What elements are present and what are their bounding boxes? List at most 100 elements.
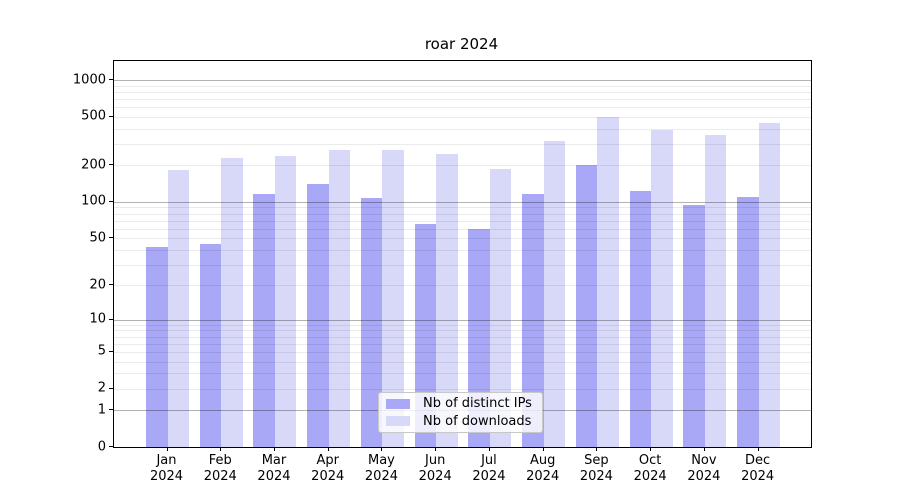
legend: Nb of distinct IPs Nb of downloads: [378, 392, 543, 433]
x-tick-label-aug: Aug 2024: [526, 453, 559, 485]
month-name: Mar: [261, 453, 287, 468]
month-name: Jul: [481, 453, 497, 468]
legend-label: Nb of distinct IPs: [423, 396, 532, 412]
month-year: 2024: [633, 469, 667, 484]
month-year: 2024: [257, 469, 291, 484]
month-name: Feb: [208, 453, 232, 468]
y-tick-mark-50: [109, 237, 113, 239]
x-tick-label-jan: Jan 2024: [150, 453, 183, 485]
x-tick-mark-apr: [327, 447, 329, 451]
x-tick-label-apr: Apr 2024: [311, 453, 344, 485]
bar-downloads-feb: [221, 157, 243, 447]
y-tick-label-10: 10: [89, 311, 106, 327]
x-tick-mark-sep: [596, 447, 598, 451]
y-tick-label-100: 100: [81, 193, 106, 209]
bar-downloads-sep: [597, 116, 619, 447]
x-tick-mark-oct: [650, 447, 652, 451]
chart-title: roar 2024: [424, 35, 499, 53]
y-tick-label-1000: 1000: [72, 72, 106, 88]
bar-downloads-jun: [436, 153, 458, 447]
bar-downloads-aug: [543, 141, 566, 447]
x-tick-label-may: May 2024: [365, 453, 398, 485]
month-year: 2024: [364, 469, 398, 484]
bar-downloads-oct: [651, 129, 673, 447]
plot-area: [113, 60, 812, 448]
y-tick-mark-0: [109, 446, 113, 447]
y-tick-label-5: 5: [97, 343, 106, 359]
y-tick-mark-20: [109, 284, 113, 286]
bar-downloads-mar: [274, 156, 297, 447]
y-tick-mark-10: [109, 318, 113, 320]
month-year: 2024: [149, 469, 184, 484]
x-tick-label-mar: Mar 2024: [257, 453, 290, 485]
month-name: Apr: [316, 453, 339, 468]
legend-item-downloads: Nb of downloads: [386, 413, 535, 431]
bar-downloads-may: [382, 149, 404, 447]
bar-ips-apr: [307, 184, 329, 447]
y-tick-label-50: 50: [89, 230, 106, 246]
bars-layer: [114, 61, 811, 447]
bar-ips-may: [360, 197, 383, 447]
y-tick-label-2: 2: [97, 380, 106, 396]
month-name: May: [368, 453, 395, 468]
x-tick-label-jun: Jun 2024: [419, 453, 452, 485]
bar-ips-nov: [683, 204, 705, 447]
bar-ips-jun: [414, 224, 437, 447]
bar-ips-aug: [522, 193, 544, 447]
legend-label: Nb of downloads: [423, 413, 532, 429]
bar-downloads-jan: [167, 170, 189, 447]
x-tick-mark-aug: [542, 447, 544, 451]
x-tick-mark-nov: [703, 447, 705, 451]
month-year: 2024: [526, 469, 560, 484]
bar-ips-mar: [253, 193, 275, 447]
legend-swatch: [386, 398, 410, 409]
bar-downloads-jul: [489, 168, 512, 447]
y-tick-mark-5: [109, 350, 113, 352]
month-name: Sep: [584, 453, 609, 468]
legend-swatch: [386, 416, 410, 427]
x-tick-mark-dec: [757, 447, 759, 451]
month-year: 2024: [687, 469, 721, 484]
x-tick-label-oct: Oct 2024: [634, 453, 667, 485]
bar-downloads-dec: [758, 122, 781, 447]
month-name: Oct: [638, 453, 662, 468]
y-tick-label-500: 500: [81, 108, 106, 124]
bar-ips-jan: [146, 247, 168, 447]
month-name: Jun: [425, 453, 446, 468]
y-tick-label-1: 1: [97, 402, 106, 418]
y-tick-mark-500: [109, 115, 113, 117]
month-year: 2024: [472, 469, 506, 484]
x-tick-label-feb: Feb 2024: [204, 453, 237, 485]
x-tick-label-nov: Nov 2024: [687, 453, 720, 485]
x-tick-mark-mar: [273, 447, 275, 451]
x-tick-label-jul: Jul 2024: [472, 453, 505, 485]
month-year: 2024: [311, 469, 345, 484]
legend-item-distinct-ips: Nb of distinct IPs: [386, 395, 535, 413]
x-tick-mark-jul: [488, 447, 490, 451]
x-tick-label-dec: Dec 2024: [741, 453, 774, 485]
bar-ips-feb: [199, 243, 222, 447]
bar-ips-sep: [575, 165, 598, 447]
y-tick-mark-1000: [109, 79, 113, 81]
month-year: 2024: [579, 469, 613, 484]
x-tick-mark-feb: [220, 447, 222, 451]
y-tick-label-20: 20: [89, 277, 106, 293]
month-name: Aug: [529, 453, 556, 468]
x-tick-label-sep: Sep 2024: [580, 453, 613, 485]
month-name: Dec: [745, 453, 771, 468]
bar-downloads-apr: [328, 150, 351, 447]
month-year: 2024: [741, 469, 775, 484]
y-tick-label-0: 0: [97, 439, 106, 454]
y-tick-mark-100: [109, 200, 113, 202]
x-tick-mark-may: [381, 447, 383, 451]
y-tick-mark-2: [109, 387, 113, 389]
x-tick-mark-jun: [435, 447, 437, 451]
month-name: Jan: [156, 453, 177, 468]
bar-ips-oct: [629, 191, 652, 447]
bar-downloads-nov: [704, 134, 727, 447]
month-year: 2024: [418, 469, 452, 484]
y-tick-label-200: 200: [81, 157, 106, 173]
y-tick-mark-200: [109, 164, 113, 166]
month-name: Nov: [691, 453, 717, 468]
